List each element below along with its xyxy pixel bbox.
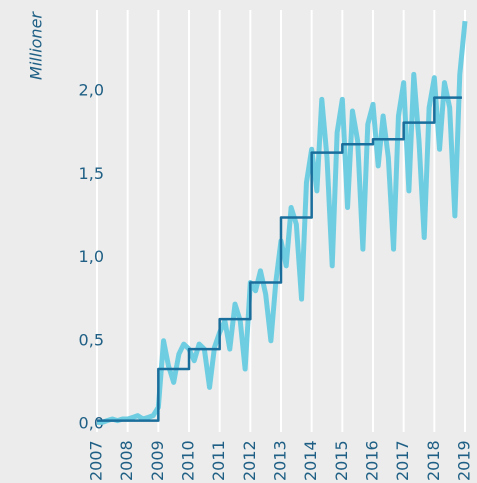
x-tick-label: 2009 [148,440,167,481]
y-tick-label: 1,5 [79,164,104,183]
x-tick-label: 2007 [87,440,106,481]
y-tick-label: 2,0 [79,81,104,100]
y-axis-title: Millioner [27,11,46,80]
x-tick-label: 2016 [363,440,382,481]
x-tick-label: 2010 [179,440,198,481]
x-tick-label: 2019 [455,440,474,481]
x-tick-label: 2013 [271,440,290,481]
line-series [97,96,462,422]
x-tick-label: 2015 [332,440,351,481]
x-tick-label: 2012 [240,440,259,481]
y-tick-label: 1,0 [79,247,104,266]
x-tick-label: 2011 [209,440,228,481]
x-tick-label: 2017 [393,440,412,481]
x-tick-label: 2008 [117,440,136,481]
x-tick-label: 2014 [301,440,320,481]
y-tick-label: 0,0 [79,414,104,433]
x-tick-label: 2018 [424,440,443,481]
y-tick-label: 0,5 [79,330,104,349]
